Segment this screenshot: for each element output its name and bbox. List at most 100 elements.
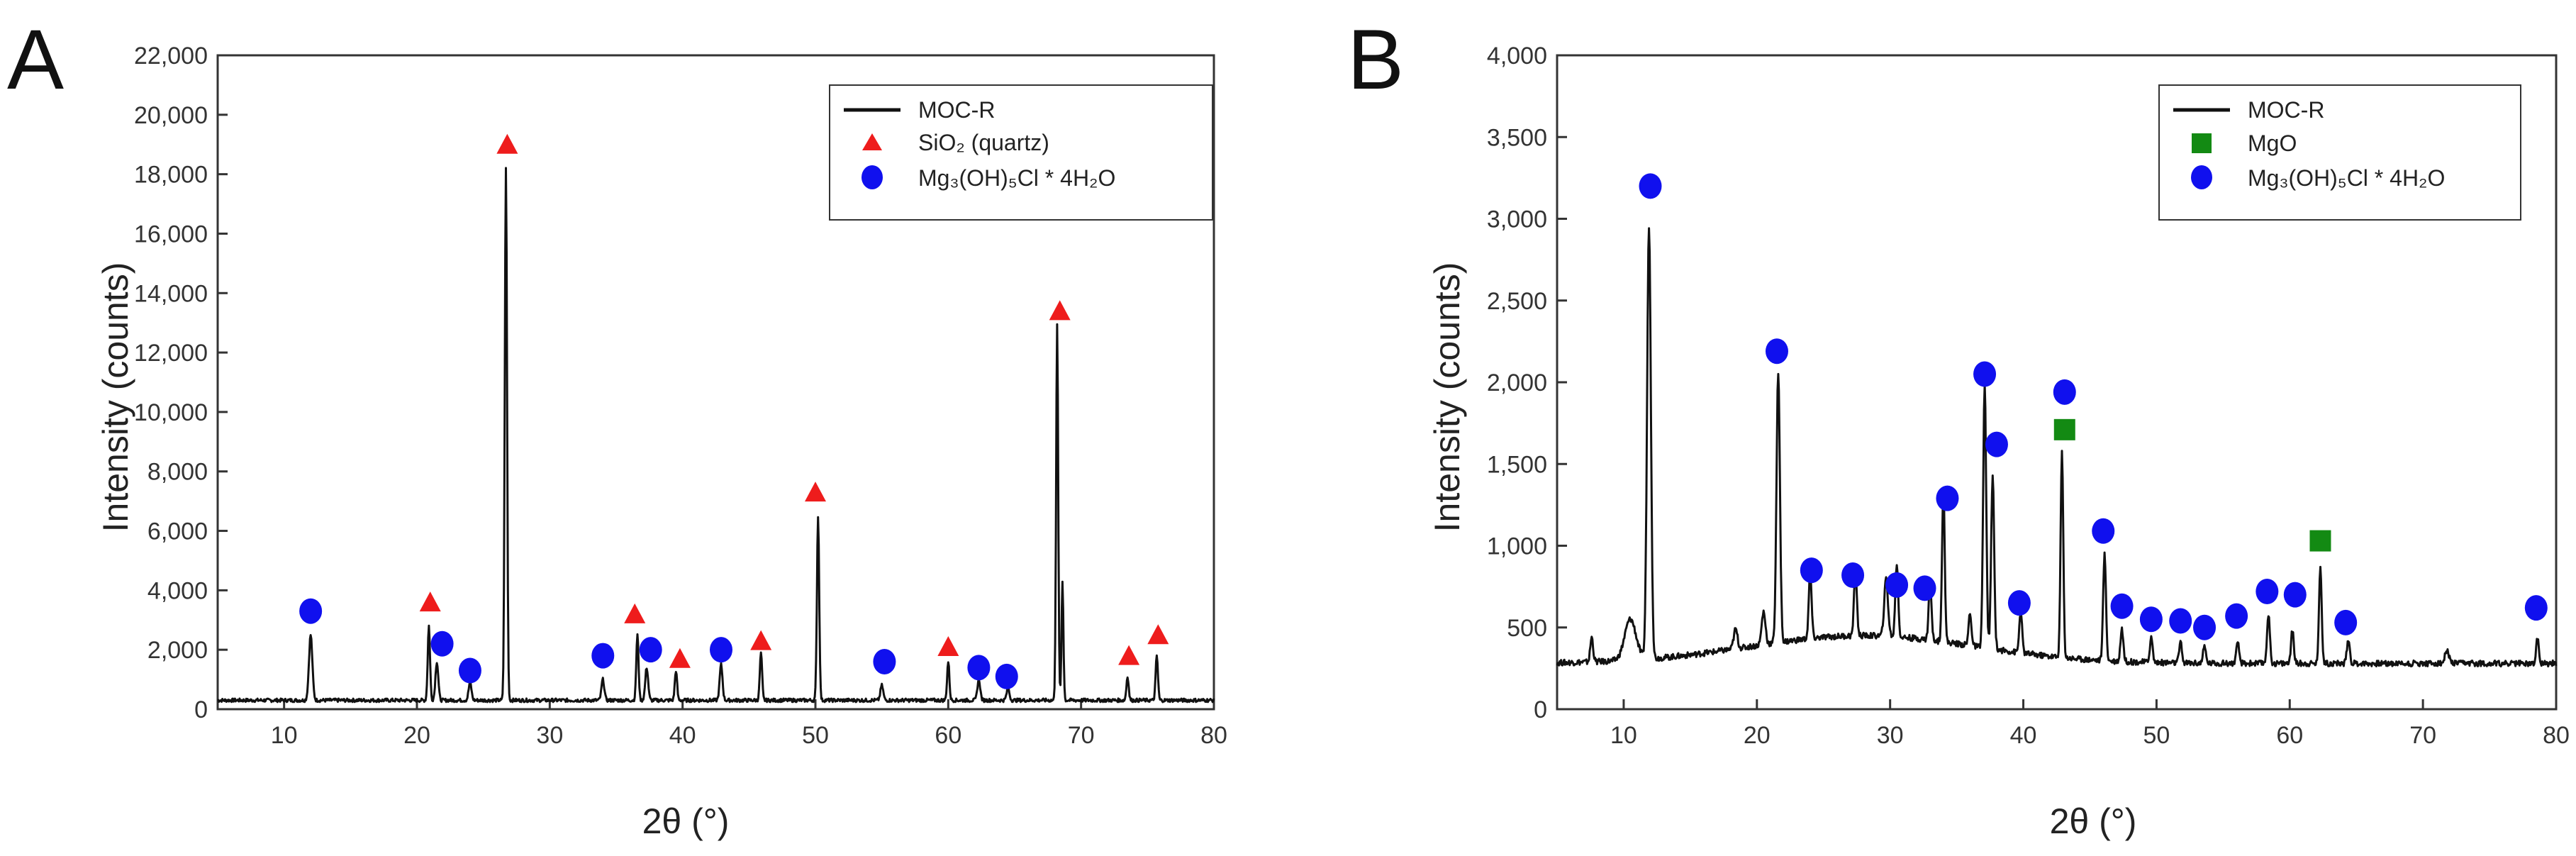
- panel-a-axes-frame: [216, 54, 1215, 711]
- panel-b-legend-box: [2158, 84, 2521, 221]
- panel-b-marker-circle: [2053, 379, 2076, 405]
- panel-b-legend-circle-icon: [2191, 165, 2212, 189]
- panel-a-legend-moc-phase: Mg₃(OH)₅Cl * 4H₂O: [918, 165, 1115, 191]
- panel-a-y-tick-label: 12,000: [134, 340, 208, 367]
- panel-b-marker-circle: [2283, 582, 2307, 608]
- panel-a-marker-circle: [430, 630, 454, 657]
- panel-a-x-tick-label: 60: [935, 722, 961, 749]
- panel-a-marker-triangle: [937, 635, 959, 656]
- panel-b-marker-circle: [2110, 593, 2134, 619]
- panel-a-marker-circle: [299, 598, 323, 624]
- panel-b-x-tick-label: 80: [2543, 722, 2570, 749]
- panel-a-marker-circle: [591, 643, 615, 669]
- panel-b-legend-mgo: MgO: [2248, 130, 2297, 156]
- panel-b-marker-circle: [1973, 361, 1997, 387]
- panel-b-marker-circle: [2256, 579, 2279, 605]
- panel-b-marker-circle: [1765, 338, 1788, 365]
- panel-a-x-tick-label: 30: [536, 722, 563, 749]
- panel-b-y-tick-label: 4,000: [1487, 43, 1547, 70]
- panel-a-legend-box: [829, 84, 1213, 221]
- panel-a-y-tick-label: 8,000: [147, 459, 208, 486]
- panel-b-marker-circle: [2334, 609, 2358, 635]
- panel-b-legend-moc-r: MOC-R: [2248, 97, 2324, 123]
- panel-a-y-axis-title: Intensity (counts): [96, 262, 135, 533]
- panel-b-y-axis-title: Intensity (counts): [1427, 262, 1467, 533]
- panel-b-y-tick-label: 3,000: [1487, 206, 1547, 233]
- panel-b-marker-circle: [2139, 606, 2163, 633]
- panel-a-marker-circle: [967, 655, 991, 681]
- panel-b-x-tick-label: 20: [1744, 722, 1771, 749]
- panel-b-y-tick-label: 1,000: [1487, 533, 1547, 560]
- panel-b-marker-circle: [1985, 431, 2008, 457]
- panel-a-legend-triangle-icon: [862, 133, 882, 150]
- panel-b-x-tick-label: 30: [1877, 722, 1904, 749]
- panel-a-x-tick-label: 20: [403, 722, 430, 749]
- panel-a-x-axis-title: 2θ (°): [642, 801, 730, 841]
- panel-b-marker-circle: [2007, 590, 2031, 616]
- panel-a-marker-circle: [639, 637, 662, 663]
- panel-a-x-tick-label: 70: [1068, 722, 1095, 749]
- panel-a-x-tick-label: 10: [271, 722, 298, 749]
- panel-b-legend: MOC-R MgO Mg₃(OH)₅Cl * 4H₂O: [2158, 84, 2521, 221]
- panel-b-y-tick-label: 2,500: [1487, 288, 1547, 315]
- panel-a-label: A: [7, 12, 64, 107]
- panel-b-marker-circle: [1639, 173, 1662, 199]
- panel-a-legend: MOC-R SiO₂ (quartz) Mg₃(OH)₅Cl * 4H₂O: [829, 84, 1213, 221]
- panel-a-x-tick-label: 40: [669, 722, 696, 749]
- panel-b: B 10 20 30 40 50 60 70 80 0 500 1,000 1,500 2,000 2,5…: [1347, 12, 2570, 841]
- panel-b-y-tick-label: 1,500: [1487, 451, 1547, 478]
- panel-a-y-tick-label: 20,000: [134, 102, 208, 129]
- panel-a-marker-circle: [873, 648, 896, 674]
- panel-b-y-tick-label: 500: [1507, 615, 1547, 642]
- panel-b-marker-circle: [2092, 518, 2115, 544]
- panel-a-marker-triangle: [669, 647, 691, 668]
- panel-a-marker-triangle: [496, 133, 518, 154]
- panel-b-marker-circle: [2193, 614, 2217, 640]
- panel-b-y-tick-label: 3,500: [1487, 124, 1547, 151]
- panel-b-marker-circle: [1936, 485, 1959, 511]
- panel-a-y-tick-label: 16,000: [134, 221, 208, 248]
- panel-a: A 10 20 30 40 50 60 70 8002,0004,0006,0008,0001…: [7, 12, 1227, 841]
- panel-b-x-tick-label: 40: [2010, 722, 2037, 749]
- panel-a-y-tick-label: 14,000: [134, 280, 208, 307]
- panel-a-marker-triangle: [419, 591, 441, 612]
- panel-a-y-tick-label: 10,000: [134, 399, 208, 426]
- panel-b-x-tick-label: 60: [2276, 722, 2303, 749]
- panel-b-x-tick-label: 10: [1610, 722, 1637, 749]
- panel-b-marker-circle: [1913, 575, 1936, 601]
- panel-a-y-tick-label: 18,000: [134, 162, 208, 189]
- panel-b-pattern-line: [1556, 227, 2558, 668]
- panel-b-marker-circle: [2225, 603, 2248, 629]
- panel-b-marker-circle: [1800, 557, 1823, 584]
- panel-b-plot: 10 20 30 40 50 60 70 80 0 500 1,000 1,500 2,000 2,500…: [1487, 43, 2570, 749]
- panel-a-marker-triangle: [1147, 624, 1169, 645]
- panel-b-marker-circle: [2169, 608, 2192, 634]
- panel-a-y-tick-label: 0: [194, 696, 208, 723]
- panel-a-marker-triangle: [750, 630, 772, 650]
- panel-a-marker-circle: [709, 637, 732, 663]
- panel-b-x-tick-label: 70: [2409, 722, 2436, 749]
- panel-a-legend-quartz: SiO₂ (quartz): [918, 130, 1049, 155]
- panel-a-y-tick-label: 2,000: [147, 637, 208, 664]
- panel-a-marker-circle: [995, 663, 1018, 689]
- panel-b-x-tick-label: 50: [2143, 722, 2170, 749]
- panel-b-legend-square-icon: [2192, 133, 2212, 153]
- panel-b-y-tick-label: 2,000: [1487, 369, 1547, 396]
- panel-a-marker-triangle: [1049, 300, 1071, 321]
- panel-b-marker-circle: [1841, 562, 1865, 588]
- panel-a-x-tick-label: 80: [1200, 722, 1227, 749]
- panel-a-marker-triangle: [624, 603, 646, 623]
- panel-b-label: B: [1347, 12, 1404, 107]
- panel-b-marker-square: [2053, 418, 2075, 440]
- panel-a-marker-triangle: [1118, 645, 1140, 665]
- panel-a-y-tick-label: 6,000: [147, 518, 208, 545]
- panel-a-legend-moc-r: MOC-R: [918, 97, 995, 123]
- panel-a-y-tick-label: 4,000: [147, 577, 208, 604]
- panel-a-pattern-line: [217, 167, 1215, 704]
- panel-b-marker-circle: [2524, 595, 2548, 621]
- panel-b-x-axis-title: 2θ (°): [2050, 801, 2137, 841]
- panel-b-legend-moc-phase: Mg₃(OH)₅Cl * 4H₂O: [2248, 165, 2445, 191]
- panel-b-marker-circle: [1885, 572, 1909, 598]
